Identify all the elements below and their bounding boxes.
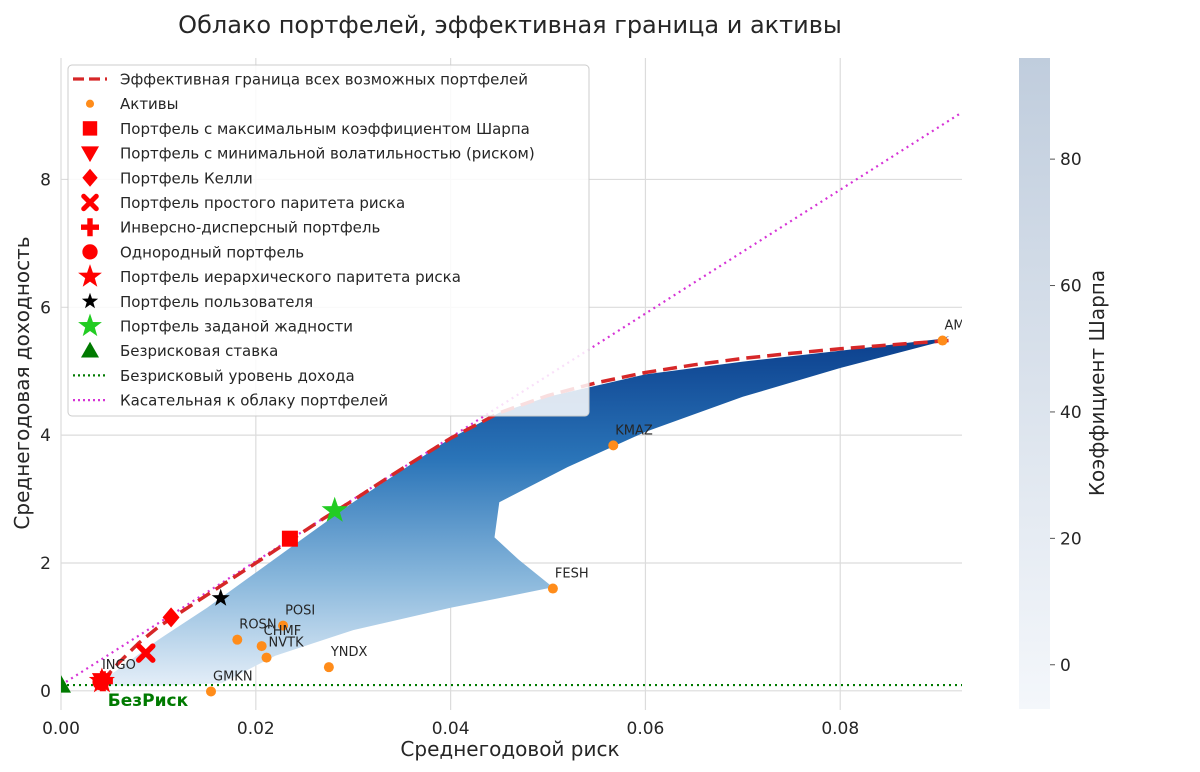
x-tick-label-3: 0.06 [627, 719, 665, 739]
legend-item-5: Портфель простого паритета риска [81, 193, 405, 212]
asset-label-ingo: INGO [102, 658, 136, 673]
asset-point-fesh [547, 583, 558, 594]
legend-label-11: Безрисковая ставка [120, 342, 278, 360]
colorbar-tick-label-4: 80 [1060, 150, 1082, 170]
colorbar-tick-label-3: 60 [1060, 277, 1082, 297]
legend-label-1: Активы [120, 95, 179, 113]
legend-item-8: Портфель иерархического паритета риска [78, 264, 461, 287]
portfolio-marker-2 [162, 607, 180, 628]
legend-marker-7 [82, 244, 98, 260]
legend-item-10: Портфель заданой жадности [78, 313, 353, 337]
legend-marker-4 [82, 168, 98, 187]
asset-label-gmkn: GMKN [213, 669, 253, 684]
colorbar-tick-label-1: 20 [1060, 529, 1082, 549]
legend-label-10: Портфель заданой жадности [120, 318, 353, 336]
asset-point-kmaz [608, 440, 619, 451]
legend-label-13: Касательная к облаку портфелей [120, 392, 388, 410]
x-axis-label: Среднегодовой риск [400, 737, 619, 761]
asset-point-yndx [323, 662, 334, 673]
legend-label-12: Безрисковый уровень дохода [120, 367, 355, 385]
y-tick-label-4: 8 [40, 170, 51, 190]
chart-title: Облако портфелей, эффективная граница и … [178, 11, 842, 39]
asset-point-gmkn [206, 686, 217, 697]
legend-item-13: Касательная к облаку портфелей [73, 392, 388, 410]
legend-item-9: Портфель пользователя [81, 292, 313, 311]
portfolios-layer [61, 496, 348, 693]
legend-item-2: Портфель с максимальным коэффициентом Ша… [82, 120, 530, 138]
legend-marker-10 [78, 313, 102, 337]
asset-point-amez [937, 335, 948, 346]
portfolio-marker-6 [88, 667, 115, 693]
colorbar: 0 20 40 60 80 [1019, 58, 1082, 709]
legend-label-0: Эффективная граница всех возможных портф… [120, 71, 528, 89]
asset-point-nvtk [261, 652, 272, 663]
legend-label-7: Однородный портфель [120, 243, 304, 261]
portfolio-marker-7 [211, 588, 230, 606]
asset-point-chmf [256, 641, 267, 652]
legend-marker-2 [82, 121, 98, 136]
x-tick-label-2: 0.04 [432, 719, 470, 739]
colorbar-tick-label-0: 0 [1060, 656, 1071, 676]
legend-label-3: Портфель с минимальной волатильностью (р… [120, 145, 535, 163]
asset-label-posi: POSI [285, 604, 315, 619]
tangent-line [61, 111, 962, 686]
legend-marker-8 [78, 264, 102, 287]
legend-marker-11 [81, 341, 99, 358]
legend-item-6: Инверсно-дисперсный портфель [81, 218, 380, 237]
asset-label-kmaz: KMAZ [615, 423, 653, 438]
colorbar-label: Коэффициент Шарпа [1085, 270, 1109, 496]
legend-marker-1 [85, 99, 95, 108]
legend-label-9: Портфель пользователя [120, 293, 313, 311]
portfolio-marker-8 [321, 496, 348, 522]
legend-label-8: Портфель иерархического паритета риска [120, 268, 461, 286]
asset-label-fesh: FESH [555, 567, 589, 582]
asset-point-posi [278, 620, 289, 631]
legend-marker-6 [81, 218, 99, 237]
portfolio-cloud [95, 336, 950, 686]
asset-point-rosn [232, 634, 243, 645]
colorbar-gradient [1019, 58, 1050, 709]
legend-item-3: Портфель с минимальной волатильностью (р… [81, 145, 535, 163]
x-tick-label-0: 0.00 [42, 719, 80, 739]
portfolio-marker-0 [281, 530, 298, 547]
legend-label-4: Портфель Келли [120, 169, 253, 187]
colorbar-tick-label-2: 40 [1060, 403, 1082, 423]
legend: Эффективная граница всех возможных портф… [67, 64, 590, 417]
y-tick-label-0: 0 [40, 682, 51, 702]
legend-label-2: Портфель с максимальным коэффициентом Ша… [120, 120, 530, 138]
asset-label-nvtk: NVTK [269, 636, 305, 651]
legend-item-12: Безрисковый уровень дохода [73, 367, 355, 385]
x-tick-label-4: 0.08 [821, 719, 859, 739]
risk-free-rate-marker [61, 675, 71, 693]
asset-label-chmf: CHMF [264, 624, 302, 639]
legend-box [67, 64, 590, 417]
y-axis-label: Среднегодовая доходность [10, 236, 34, 529]
y-tick-label-3: 6 [40, 298, 51, 318]
portfolio-marker-3 [135, 643, 156, 663]
legend-item-0: Эффективная граница всех возможных портф… [73, 71, 528, 89]
legend-label-6: Инверсно-дисперсный портфель [120, 219, 380, 237]
asset-label-rosn: ROSN [239, 618, 276, 633]
legend-label-5: Портфель простого паритета риска [120, 194, 405, 212]
legend-item-7: Однородный портфель [82, 243, 304, 261]
axes: 0.00 0.02 0.04 0.06 0.08 0 2 4 6 8 [40, 170, 859, 739]
legend-item-1: Активы [85, 95, 179, 113]
y-tick-label-1: 2 [40, 554, 51, 574]
risk-free-annotation: БезРиск [108, 691, 189, 711]
y-tick-label-2: 4 [40, 426, 51, 446]
asset-label-yndx: YNDX [330, 645, 368, 660]
legend-item-11: Безрисковая ставка [81, 341, 278, 360]
x-tick-label-1: 0.02 [237, 719, 275, 739]
legend-item-4: Портфель Келли [82, 168, 253, 187]
legend-marker-5 [81, 193, 99, 212]
asset-label-amez: AMEZ [945, 319, 982, 334]
legend-marker-3 [81, 146, 99, 163]
legend-marker-9 [81, 292, 99, 309]
